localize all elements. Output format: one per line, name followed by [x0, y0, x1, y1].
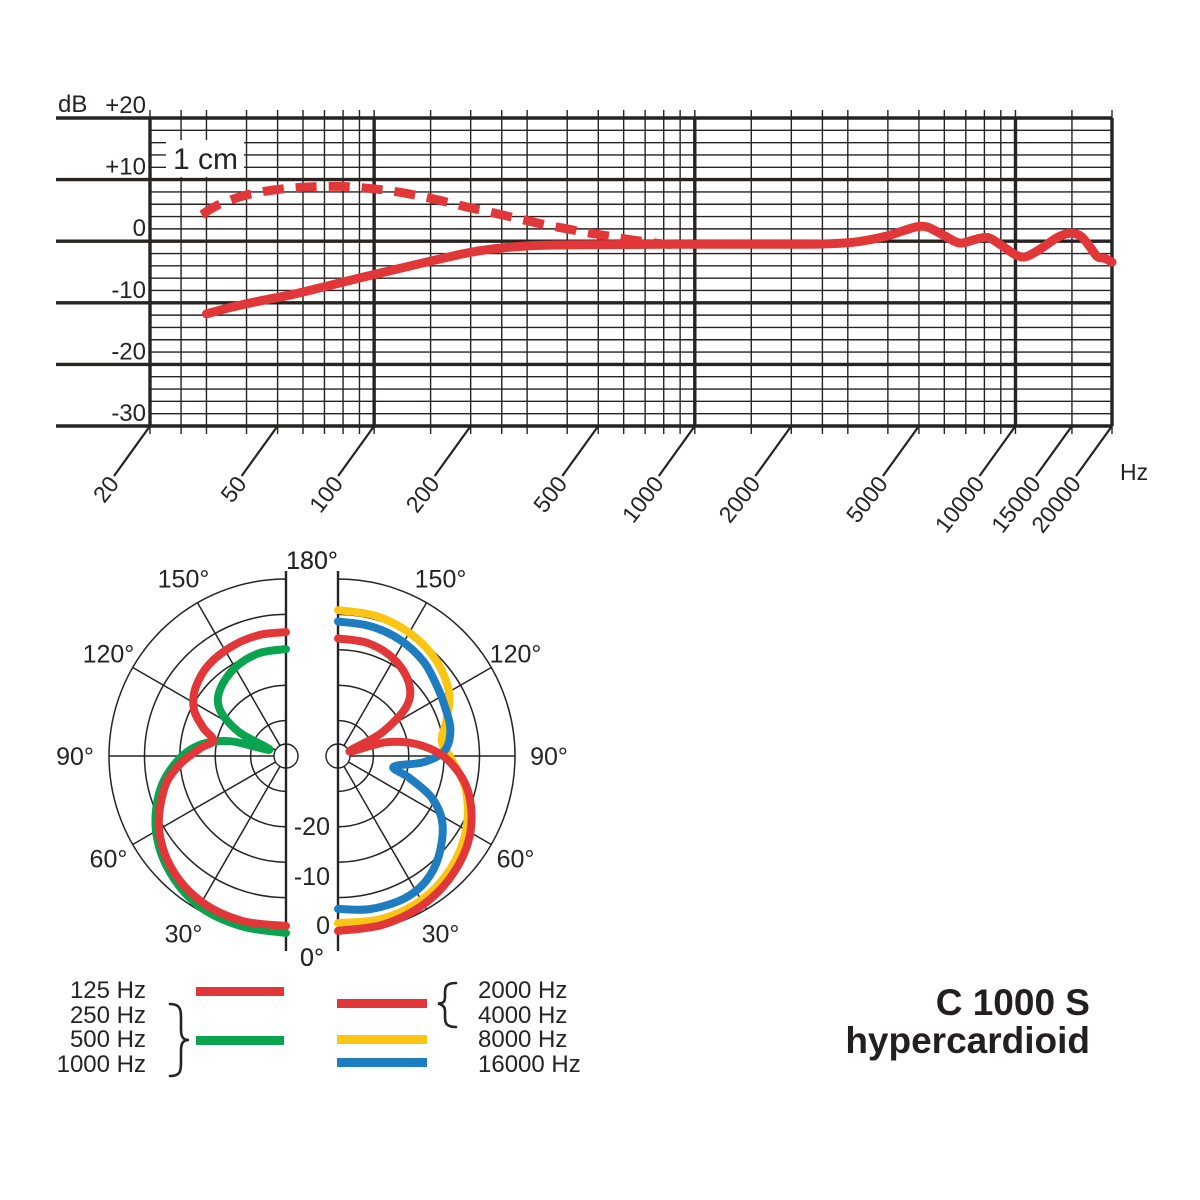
fr-x-tick-label: 1000 — [617, 471, 669, 527]
fr-x-tick-label: 200 — [400, 471, 444, 517]
polar-radial-label: -10 — [294, 863, 330, 891]
legend-label-500hz: 500 Hz — [69, 1026, 146, 1053]
polar-angle-label: 120° — [83, 641, 135, 669]
fr-y-axis-unit: dB — [58, 91, 87, 118]
model-title: C 1000 S — [935, 982, 1090, 1023]
fr-x-tick-diagonal — [1035, 425, 1073, 477]
fr-y-tick-label: +10 — [105, 154, 146, 181]
fr-x-tick-diagonal — [1075, 425, 1113, 477]
polar-spoke — [343, 766, 428, 910]
legend-label-16000hz: 16000 Hz — [478, 1051, 581, 1078]
fr-x-axis-unit: Hz — [1120, 459, 1148, 485]
legend-swatch-16000hz-blue — [337, 1058, 427, 1067]
fr-x-tick-diagonal — [754, 425, 793, 477]
fr-x-tick-diagonal — [240, 425, 279, 477]
fr-x-tick-label: 2000 — [713, 471, 765, 527]
polar-spoke — [196, 766, 281, 910]
fr-y-tick-label: +20 — [105, 92, 146, 119]
frequency-response-curves: 1 cm — [166, 140, 1117, 319]
fr-x-tick-diagonal — [561, 425, 600, 477]
legend-brace-right — [168, 1002, 190, 1078]
fr-x-tick-diagonal — [882, 425, 920, 477]
polar-angle-label: 90° — [530, 743, 568, 771]
fr-x-tick-diagonal — [113, 425, 151, 477]
annotation-box — [166, 140, 244, 177]
fr-x-tick-label: 100 — [304, 471, 348, 517]
fr-x-tick-diagonal — [978, 425, 1017, 477]
legend-label-1000hz: 1000 Hz — [56, 1051, 146, 1078]
legend-label-2000hz: 2000 Hz — [478, 977, 568, 1004]
fr-x-tick-label: 10000 — [930, 471, 990, 537]
polar-angle-label: 60° — [497, 846, 535, 874]
fr-x-tick-label: 500 — [528, 471, 572, 517]
polar-angle-label: 0° — [300, 944, 324, 972]
legend-label-8000hz: 8000 Hz — [478, 1026, 568, 1053]
fr-y-tick-label: 0 — [133, 215, 146, 242]
polar-angle-label: 30° — [422, 921, 460, 949]
fr-curve-1cm-dashed — [199, 181, 673, 249]
polar-angle-label: 90° — [56, 743, 94, 771]
pattern-title: hypercardioid — [845, 1020, 1090, 1061]
polar-radial-label: 0 — [316, 912, 330, 940]
polar-angle-label: 30° — [165, 921, 203, 949]
polar-pattern-diagrams: 0°30°60°90°120°150°180°0°30°60°90°120°15… — [56, 547, 568, 972]
legend-swatch-250-1000hz-green — [196, 1036, 284, 1045]
polar-angle-label: 60° — [90, 846, 128, 874]
legend-brace-left — [437, 981, 458, 1029]
polar-curve-red — [154, 628, 290, 930]
legend-braces — [168, 981, 458, 1078]
legend-label-250hz: 250 Hz — [69, 1002, 146, 1029]
polar-angle-label: 180° — [286, 547, 338, 575]
fr-x-tick-diagonal — [657, 425, 696, 477]
fr-curve-solid — [202, 221, 1117, 319]
polar-spoke — [343, 602, 428, 746]
fr-x-tick-diagonal — [433, 425, 472, 477]
legend-label-4000hz: 4000 Hz — [478, 1002, 568, 1029]
polar-angle-label: 180° — [286, 547, 338, 575]
polar-angle-label: 150° — [415, 565, 467, 593]
legend-swatch-8000hz-yellow — [337, 1035, 427, 1044]
fr-x-tick-label: 5000 — [841, 471, 893, 527]
annotation-1cm-label: 1 cm — [173, 143, 238, 176]
legend-swatch-2000-4000hz-red — [337, 999, 427, 1008]
polar-angle-label: 120° — [490, 641, 542, 669]
fr-y-tick-label: -20 — [111, 338, 146, 365]
polar-curve-red — [334, 634, 476, 935]
polar-curve-blue — [334, 617, 455, 914]
fr-y-tick-label: -10 — [111, 277, 146, 304]
fr-x-tick-label: 20 — [88, 471, 124, 507]
polar-spoke — [196, 602, 281, 746]
legend-label-125hz: 125 Hz — [69, 977, 146, 1004]
fr-y-tick-label: -30 — [111, 400, 146, 427]
fr-x-tick-label: 50 — [215, 471, 251, 507]
frequency-response-grid — [56, 110, 1114, 434]
fr-x-tick-diagonal — [337, 425, 376, 477]
polar-radial-label: -20 — [294, 813, 330, 841]
polar-angle-label: 150° — [158, 565, 210, 593]
polar-angle-label: 0° — [300, 944, 324, 972]
legend-swatch-125hz-red — [196, 987, 284, 996]
